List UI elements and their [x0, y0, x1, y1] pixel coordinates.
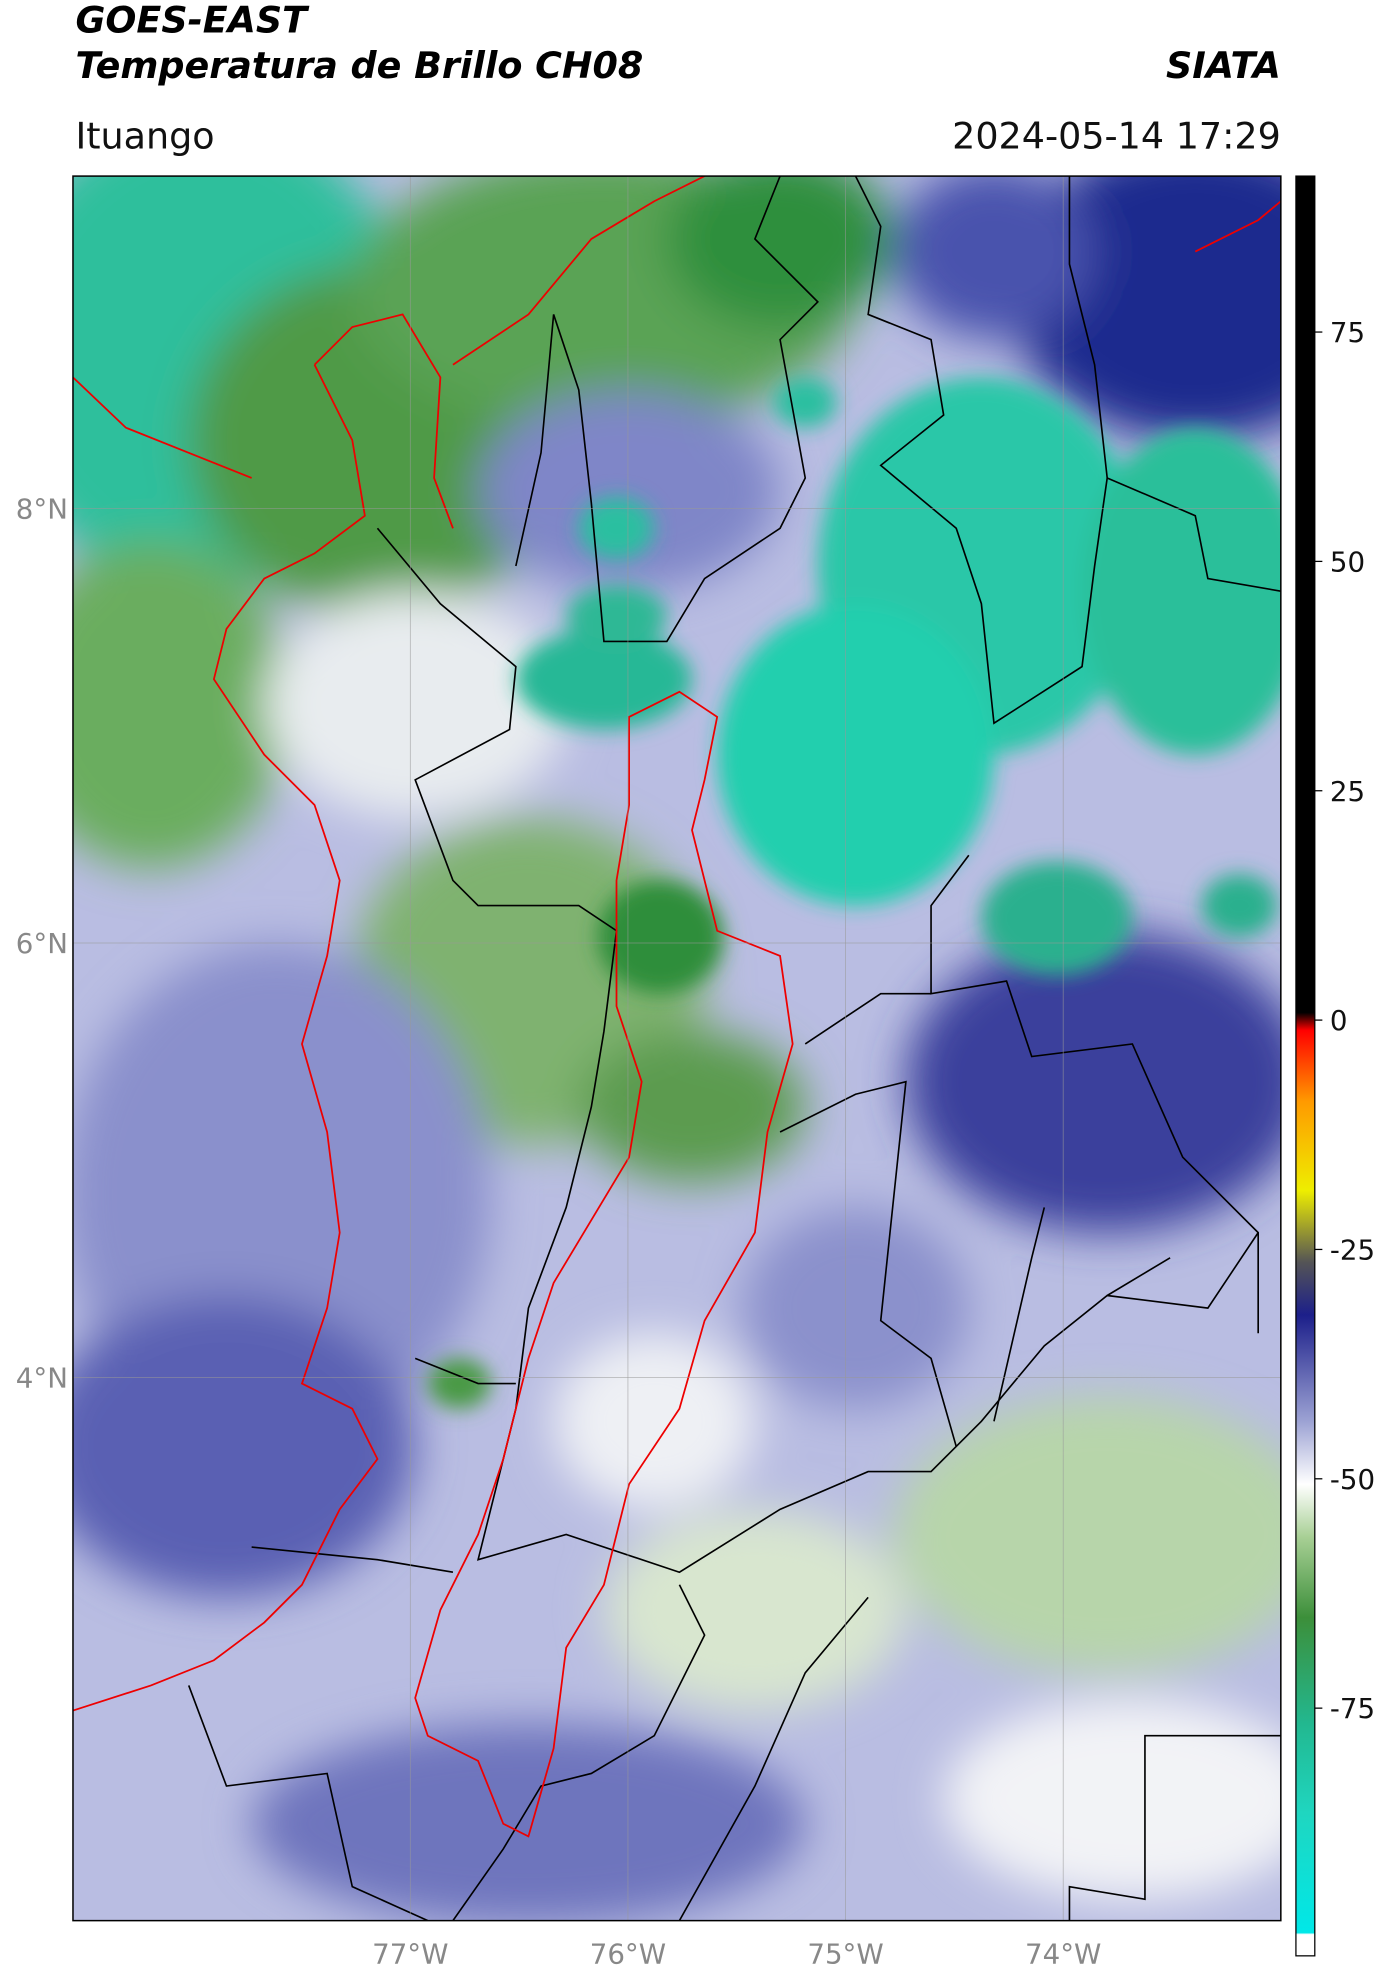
region: Ituango: [75, 114, 214, 157]
colorbar-tick-label: -25: [1330, 1234, 1375, 1267]
colorbar-tick-label: 75: [1330, 316, 1365, 349]
y-tick-label: 6°N: [16, 927, 68, 960]
colorbar-tick-label: -50: [1330, 1463, 1375, 1496]
datetime: 2024-05-14 17:29: [952, 114, 1281, 157]
x-tick-label: 77°W: [372, 1937, 448, 1970]
title: GOES-EAST: [75, 0, 310, 42]
y-tick-label: 4°N: [16, 1362, 68, 1395]
x-tick-label: 74°W: [1025, 1937, 1101, 1970]
x-tick-label: 75°W: [807, 1937, 883, 1970]
colorbar-tick-label: -75: [1330, 1692, 1375, 1725]
map-frame: [72, 175, 1282, 1922]
x-tick-label: 76°W: [590, 1937, 666, 1970]
y-tick-label: 8°N: [16, 493, 68, 526]
source: SIATA: [1166, 44, 1281, 87]
colorbar-tick-label: 50: [1330, 545, 1365, 578]
colorbar-tick-label: 0: [1330, 1004, 1348, 1037]
imagery: [72, 176, 1281, 1921]
subtitle: Temperatura de Brillo CH08: [75, 44, 643, 87]
colorbar-tick-label: 25: [1330, 775, 1365, 808]
colorbar: [1295, 175, 1316, 1957]
